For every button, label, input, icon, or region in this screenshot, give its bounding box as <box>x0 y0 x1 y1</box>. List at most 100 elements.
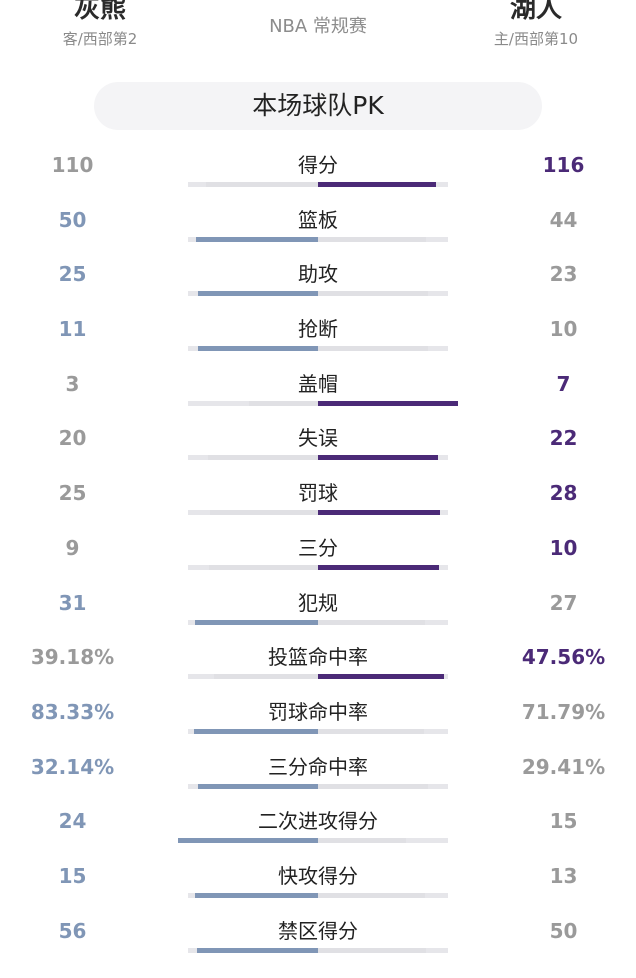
away-stat-value: 25 <box>58 481 87 506</box>
home-stat-bar-track <box>318 346 448 352</box>
away-stat-bar-track <box>188 455 318 461</box>
away-stat-value: 15 <box>58 863 87 888</box>
away-stat-bar <box>197 346 318 352</box>
home-stat-bar <box>318 564 440 570</box>
stat-row: 9 三分 10 <box>0 521 636 576</box>
away-stat-value: 39.18% <box>30 645 115 670</box>
home-stat-bar <box>318 892 425 898</box>
away-stat-bar-track <box>188 728 318 734</box>
home-stat-bar-track <box>318 783 448 789</box>
stat-row: 83.33% 罚球命中率 71.79% <box>0 685 636 740</box>
home-stat-value: 71.79% <box>521 699 606 724</box>
away-team-rank: 客/西部第2 <box>62 30 138 48</box>
home-stat-bar-track <box>318 674 448 680</box>
stat-row: 56 禁区得分 50 <box>0 904 636 959</box>
home-stat-bar-track <box>318 455 448 461</box>
away-stat-bar-track <box>188 783 318 789</box>
home-stat-bar-track <box>318 619 448 625</box>
stat-row: 25 罚球 28 <box>0 466 636 521</box>
stat-row: 25 助攻 23 <box>0 247 636 302</box>
home-stat-bar <box>318 236 426 242</box>
home-stat-value: 44 <box>549 207 578 232</box>
stat-label: 三分 <box>298 535 338 560</box>
away-stat-bar <box>208 455 318 461</box>
stat-row: 3 盖帽 7 <box>0 357 636 412</box>
away-team-name: 灰熊 <box>73 0 126 24</box>
home-stat-bar-track <box>318 291 448 297</box>
home-stat-bar-track <box>318 892 448 898</box>
home-team-rank: 主/西部第10 <box>493 30 579 48</box>
home-stat-value: 7 <box>556 371 571 396</box>
stats-list: 110 得分 116 50 篮板 44 25 助攻 23 11 抢断 10 3 盖帽 7 20 失误 22 25 罚球… <box>0 138 636 958</box>
home-stat-bar-track <box>318 947 448 953</box>
away-stat-bar <box>195 619 318 625</box>
stat-label: 助攻 <box>298 262 338 287</box>
home-stat-value: 22 <box>549 426 578 451</box>
match-header: 灰熊 客/西部第2 NBA 常规赛 湖人 主/西部第10 <box>0 0 636 70</box>
stat-row: 24 二次进攻得分 15 <box>0 794 636 849</box>
home-stat-bar <box>318 510 440 516</box>
away-stat-bar-track <box>188 674 318 680</box>
home-stat-value: 28 <box>549 481 578 506</box>
home-stat-bar <box>318 728 425 734</box>
away-stat-bar-track <box>188 892 318 898</box>
away-stat-bar <box>209 510 318 516</box>
stat-row: 31 犯规 27 <box>0 576 636 631</box>
away-stat-value: 31 <box>58 590 87 615</box>
stat-row: 110 得分 116 <box>0 138 636 193</box>
away-stat-value: 83.33% <box>30 699 115 724</box>
away-stat-value: 50 <box>58 207 87 232</box>
stat-label: 快攻得分 <box>278 863 358 888</box>
home-stat-bar <box>318 291 429 297</box>
away-stat-bar <box>206 182 318 187</box>
stat-row: 15 快攻得分 13 <box>0 849 636 904</box>
away-stat-bar-track <box>188 400 318 406</box>
home-stat-bar-track <box>318 838 448 844</box>
away-stat-bar-track <box>188 947 318 953</box>
away-stat-bar <box>196 947 318 953</box>
away-stat-bar <box>249 400 318 406</box>
away-stat-bar <box>194 892 318 898</box>
home-stat-bar-track <box>318 510 448 516</box>
home-stat-value: 23 <box>549 262 578 287</box>
team-pk-title: 本场球队PK <box>94 82 542 130</box>
away-stat-bar <box>194 728 318 734</box>
away-stat-value: 32.14% <box>30 754 115 779</box>
away-stat-bar-track <box>188 291 318 297</box>
home-stat-value: 47.56% <box>521 645 606 670</box>
away-stat-bar <box>195 236 318 242</box>
away-stat-bar <box>198 291 318 297</box>
home-stat-value: 116 <box>542 153 585 177</box>
home-stat-bar-track <box>318 564 448 570</box>
away-stat-value: 20 <box>58 426 87 451</box>
home-stat-bar-track <box>318 236 448 242</box>
away-stat-value: 25 <box>58 262 87 287</box>
stat-row: 20 失误 22 <box>0 411 636 466</box>
away-team[interactable]: 灰熊 客/西部第2 <box>20 0 180 50</box>
away-stat-value: 110 <box>51 153 94 177</box>
away-stat-bar-track <box>188 510 318 516</box>
home-stat-bar <box>318 400 458 406</box>
home-stat-value: 13 <box>549 863 578 888</box>
away-stat-bar-track <box>188 346 318 352</box>
home-stat-bar-track <box>318 182 448 187</box>
stat-label: 罚球 <box>298 481 338 506</box>
home-stat-bar <box>318 783 428 789</box>
away-stat-bar <box>214 674 318 680</box>
stat-label: 二次进攻得分 <box>258 809 378 834</box>
stat-label: 篮板 <box>298 207 338 232</box>
away-stat-bar <box>178 838 318 844</box>
away-stat-value: 9 <box>65 535 80 560</box>
home-stat-value: 50 <box>549 918 578 943</box>
away-stat-value: 11 <box>58 317 87 342</box>
stat-label: 禁区得分 <box>278 918 358 943</box>
stat-row: 11 抢断 10 <box>0 302 636 357</box>
away-stat-value: 24 <box>58 809 87 834</box>
home-stat-bar <box>318 619 426 625</box>
away-stat-value: 3 <box>65 371 80 396</box>
away-stat-bar-track <box>188 236 318 242</box>
stat-label: 三分命中率 <box>268 754 368 779</box>
away-stat-bar <box>209 564 318 570</box>
home-team[interactable]: 湖人 主/西部第10 <box>456 0 616 50</box>
home-stat-bar <box>318 838 407 844</box>
